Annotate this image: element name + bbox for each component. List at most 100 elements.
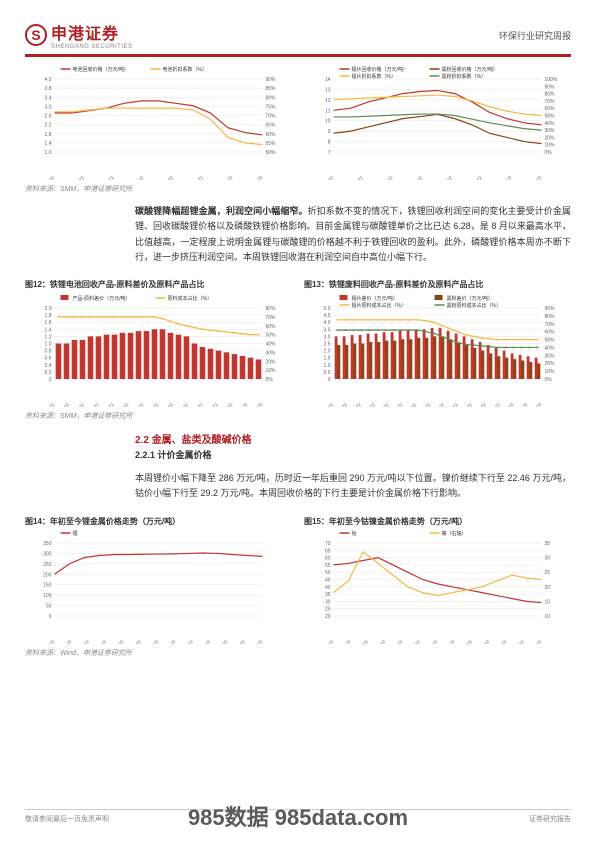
svg-text:2022-6-10: 2022-6-10	[385, 639, 403, 644]
svg-text:08.12.2022: 08.12.2022	[184, 175, 204, 180]
fig13-title: 图13：铁锂废料回收产品-原料差价及原料产品占比	[304, 279, 571, 290]
svg-text:5.0: 5.0	[324, 306, 331, 312]
svg-text:12: 12	[325, 98, 331, 104]
svg-text:10%: 10%	[545, 369, 556, 375]
svg-text:10: 10	[545, 614, 551, 620]
svg-text:2022-12-10: 2022-12-10	[488, 639, 508, 644]
logo: S 申港证券 SHENGANG SECURITIES	[25, 20, 133, 50]
svg-text:4.5: 4.5	[324, 313, 331, 319]
svg-text:0.6: 0.6	[45, 356, 52, 362]
svg-text:电池回收价格（万元/吨）: 电池回收价格（万元/吨）	[73, 66, 129, 73]
svg-text:20%: 20%	[545, 135, 556, 141]
svg-text:200: 200	[43, 572, 52, 578]
svg-text:0: 0	[328, 377, 331, 383]
svg-text:25: 25	[325, 606, 331, 612]
source-1: 资料来源：SMM，申港证券研究所	[25, 184, 571, 194]
svg-text:55: 55	[325, 563, 331, 569]
svg-text:65%: 65%	[266, 123, 277, 129]
svg-text:0%: 0%	[266, 377, 274, 383]
footer-left: 敬请参阅最后一页免责声明	[25, 814, 109, 824]
svg-text:08.01.2023: 08.01.2023	[214, 175, 234, 180]
svg-text:11: 11	[325, 108, 330, 114]
svg-text:2022-11-10: 2022-11-10	[192, 639, 212, 644]
fig15-title: 图15：年初至今钴镍金属价格走势（万元/吨）	[304, 516, 571, 527]
chart-battery-recycle: 1.01.41.82.22.63.03.43.84.050%55%60%65%7…	[25, 65, 292, 180]
svg-text:2022-10-10: 2022-10-10	[174, 639, 194, 644]
svg-text:0.2: 0.2	[45, 370, 52, 376]
svg-text:2022-6-10: 2022-6-10	[106, 639, 124, 644]
paragraph-2: 本周锂价小幅下降至 286 万元/吨，历时近一年后重回 290 万元/吨以下位置…	[135, 471, 571, 502]
svg-text:2022-9-10: 2022-9-10	[437, 639, 455, 644]
svg-text:01.02.2023: 01.02.2023	[523, 175, 543, 180]
svg-text:8: 8	[328, 140, 331, 146]
svg-text:2022-8-10: 2022-8-10	[141, 639, 159, 644]
svg-text:黑粉原料成本占比（%）: 黑粉原料成本占比（%）	[447, 302, 501, 309]
section-2-2: 2.2 金属、盐类及酸碱价格	[135, 431, 571, 446]
svg-text:90%: 90%	[545, 84, 556, 90]
svg-text:50: 50	[325, 570, 331, 576]
svg-text:50%: 50%	[266, 150, 277, 156]
svg-text:50%: 50%	[545, 338, 556, 344]
svg-text:60%: 60%	[266, 324, 277, 330]
svg-text:0: 0	[49, 614, 52, 620]
svg-text:2.0: 2.0	[324, 349, 331, 355]
svg-text:2022-9-10: 2022-9-10	[158, 639, 176, 644]
svg-text:1.8: 1.8	[45, 132, 52, 138]
paragraph-1: 碳酸锂降幅超锂金属，利润空间小幅缩窄。折扣系数不变的情况下，铁锂回收利润空间的变…	[135, 204, 571, 265]
svg-text:电池折扣系数（%）: 电池折扣系数（%）	[163, 66, 207, 73]
source-3: 资料来源：Wind，申港证券研究所	[25, 648, 571, 658]
svg-text:2022-10-10: 2022-10-10	[453, 639, 473, 644]
svg-text:25: 25	[545, 570, 551, 576]
svg-text:30%: 30%	[545, 128, 556, 134]
svg-text:50%: 50%	[266, 333, 277, 339]
svg-text:75%: 75%	[266, 104, 277, 110]
svg-text:2023-2-10: 2023-2-10	[524, 639, 542, 644]
svg-text:3.4: 3.4	[45, 95, 52, 101]
svg-text:14: 14	[325, 77, 331, 83]
svg-text:65: 65	[325, 548, 331, 554]
svg-text:20: 20	[545, 585, 551, 591]
svg-text:0.4: 0.4	[45, 363, 52, 369]
svg-text:08.11.2022: 08.11.2022	[155, 175, 175, 180]
svg-text:50%: 50%	[545, 114, 556, 120]
svg-text:30%: 30%	[545, 354, 556, 360]
svg-text:45: 45	[325, 577, 331, 583]
svg-text:50: 50	[46, 603, 52, 609]
chart-row-3: 图14：年初至今锂金属价格走势（万元/吨） 050100150200250300…	[25, 516, 571, 644]
svg-text:2022-2-10: 2022-2-10	[37, 639, 55, 644]
svg-text:0%: 0%	[545, 150, 553, 156]
svg-text:13: 13	[325, 87, 331, 93]
svg-text:3.8: 3.8	[45, 86, 52, 92]
svg-text:30%: 30%	[266, 351, 277, 357]
svg-text:30: 30	[545, 555, 551, 561]
svg-text:2022-5-10: 2022-5-10	[89, 639, 107, 644]
svg-text:1.2: 1.2	[45, 335, 52, 341]
svg-text:01.08.2022: 01.08.2022	[344, 175, 364, 180]
svg-text:70%: 70%	[266, 315, 277, 321]
svg-text:镍（右轴）: 镍（右轴）	[442, 530, 467, 537]
svg-text:20%: 20%	[266, 359, 277, 365]
svg-text:80%: 80%	[266, 95, 277, 101]
svg-text:2022-12-10: 2022-12-10	[209, 639, 229, 644]
chart-fig15: 图15：年初至今钴镍金属价格走势（万元/吨） 20253035404550556…	[304, 516, 571, 644]
section-2-2-1: 2.2.1 计价金属价格	[135, 448, 571, 461]
svg-text:2023-1-10: 2023-1-10	[507, 639, 525, 644]
chart-fig12: 图12：铁锂电池回收产品-原料差价及原料产品占比 00.20.40.60.81.…	[25, 279, 292, 407]
svg-text:1.8: 1.8	[45, 313, 52, 319]
chart-fig14: 图14：年初至今锂金属价格走势（万元/吨） 050100150200250300…	[25, 516, 292, 644]
svg-text:01.07.2022: 01.07.2022	[315, 175, 335, 180]
svg-text:40%: 40%	[545, 346, 556, 352]
svg-text:2.2: 2.2	[45, 123, 52, 129]
svg-text:1.0: 1.0	[45, 342, 52, 348]
svg-text:极片原料成本占比（%）: 极片原料成本占比（%）	[352, 302, 406, 309]
svg-text:60: 60	[325, 555, 331, 561]
svg-text:01.07.2022: 01.07.2022	[36, 402, 56, 407]
svg-text:3.0: 3.0	[45, 104, 52, 110]
svg-text:极片折扣系数（%）: 极片折扣系数（%）	[352, 73, 396, 80]
svg-text:150: 150	[43, 582, 52, 588]
svg-text:原料成本占比（%）: 原料成本占比（%）	[168, 295, 212, 302]
brand-name: 申港证券	[51, 20, 133, 44]
chart-fig13: 图13：铁锂废料回收产品-原料差价及原料产品占比 00.51.01.52.02.…	[304, 279, 571, 407]
para1-bold: 碳酸锂降幅超锂金属，利润空间小幅缩窄。	[135, 206, 308, 216]
svg-text:350: 350	[43, 541, 52, 547]
